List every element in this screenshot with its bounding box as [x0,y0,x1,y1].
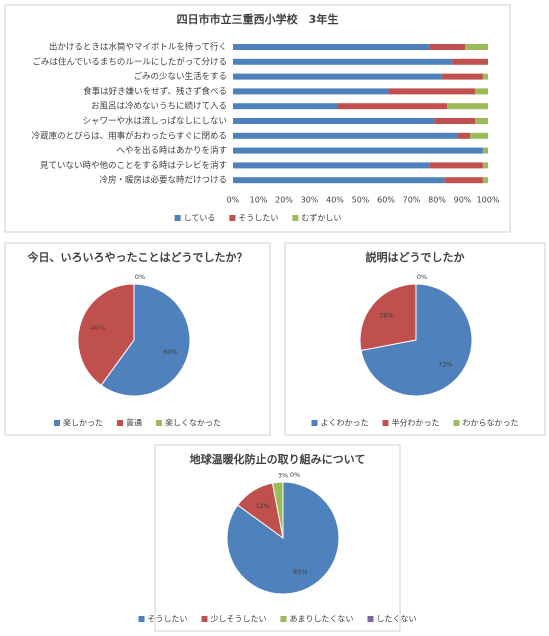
value-label: 60% [163,348,177,356]
legend-swatch [54,420,60,426]
bar-segment [233,88,389,95]
legend-label: よくわかった [321,419,369,428]
legend-swatch [117,420,123,426]
legend-label: したくない [377,615,417,624]
value-label: 0% [135,273,145,281]
y-tick-label: 出かけるときは水筒やマイボトルを持って行く [49,42,227,53]
legend-label: わからなかった [463,419,519,428]
value-label: 72% [438,360,452,368]
legend-swatch [367,616,374,622]
y-tick-label: ごみは住んでいるまちのルールにしたがって分ける [32,56,227,67]
legend-label: している [184,214,216,223]
legend-label: そうしたい [238,214,278,223]
legend-swatch [138,616,145,622]
chart-title: 今日、いろいろやったことはどうでしたか？ [27,250,248,264]
x-tick-label: 0% [227,196,240,205]
pie-slice [77,283,135,387]
y-tick-label: 冷蔵庫のとびらは、用事がおわったらすぐに閉める [32,130,227,141]
bar-segment [447,103,488,110]
x-tick-label: 30% [301,196,319,205]
value-label: 3% [278,471,288,479]
legend-label: そうしたい [148,615,188,624]
legend: 楽しかった 普通 楽しくなかった [54,418,221,428]
bar-segment [233,132,458,139]
legend-label: 楽しかった [63,418,103,428]
legend-swatch [382,420,389,426]
bar-segment [233,103,338,110]
chart-title: 説明はどうでしたか [366,250,465,264]
x-tick-label: 40% [326,196,344,205]
bar-segment [233,44,430,50]
value-label: 0% [417,273,427,281]
bar-segment [444,177,483,184]
bar-segment [233,58,453,65]
bar-segment [388,88,476,95]
bar-segment [457,132,471,139]
bar-segment [452,58,488,65]
bar-segment [434,118,476,124]
bar-segment [429,162,483,169]
legend: そうしたい 少しそうしたい あまりしたくない したくない [138,615,417,624]
y-tick-label: お風呂は冷めないうちに続けて入る [91,101,227,112]
legend-label: あまりしたくない [290,615,354,624]
x-tick-label: 50% [352,196,370,205]
pie-slice [100,283,191,397]
bar-segment [475,88,488,95]
bar-segment [482,73,488,80]
bar-segment [233,162,430,169]
bar-segment [482,177,488,184]
legend-label: 普通 [126,418,142,428]
value-label: 28% [379,312,393,320]
y-tick-label: シャワーや水は流しっぱなしにしない [82,116,227,127]
bar-segment [337,103,448,110]
legend-swatch [453,420,460,426]
y-tick-label: 食事は好き嫌いをせず、残さず食べる [83,86,227,97]
legend-label: 楽しくなかった [165,418,221,428]
bar-segment [233,73,443,80]
chart-title: 四日市市立三重西小学校 3年生 [177,12,339,26]
bar-segment [442,73,483,80]
bar-segment [233,177,445,184]
legend: している そうしたい むずかしい [174,213,341,223]
y-tick-label: へやを出る時はあかりを消す [116,145,227,156]
legend-label: 半分わかった [392,418,440,428]
x-tick-label: 70% [403,196,421,205]
y-tick-label: 冷房・暖房は必要な時だけつける [99,175,227,186]
bar-segment [475,118,488,124]
x-tick-label: 10% [250,196,268,205]
legend-swatch [280,616,287,622]
x-tick-label: 20% [275,196,293,205]
pie-slice [359,283,417,352]
legend-swatch [174,215,181,221]
bar-segment [233,118,435,124]
bar-segment [482,162,488,169]
legend-swatch [229,215,236,221]
legend-swatch [292,215,299,221]
value-label: 0% [290,471,300,479]
legend-swatch [311,420,318,426]
y-tick-label: 見ていない時や他のことをする時はテレビを消す [40,160,227,171]
value-label: 12% [255,502,269,510]
legend: よくわかった 半分わかった わからなかった [311,418,519,428]
bar-segment [233,147,483,154]
bar-segment [470,132,488,139]
legend-label: むずかしい [301,213,341,223]
bar-segment [465,44,488,50]
legend-label: 少しそうしたい [211,615,267,624]
legend-swatch [156,420,162,426]
value-label: 85% [293,568,307,576]
x-tick-label: 90% [454,196,472,205]
y-tick-label: ごみの少ない生活をする [133,71,227,82]
x-tick-label: 100% [477,196,500,205]
x-tick-label: 60% [377,196,395,205]
x-tick-label: 80% [428,196,446,205]
chart-title: 地球温暖化防止の取り組みについて [190,452,366,466]
bar-segment [429,44,466,50]
value-label: 40% [91,324,105,332]
legend-swatch [201,616,208,622]
bar-segment [482,147,488,154]
